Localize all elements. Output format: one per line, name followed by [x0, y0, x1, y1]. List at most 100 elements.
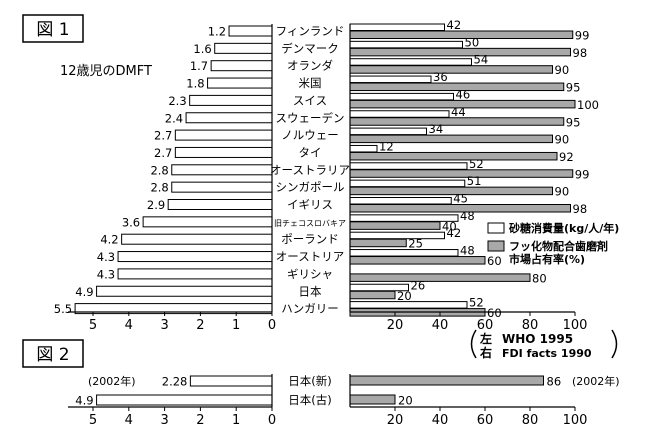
category-label-7: タイ: [299, 145, 322, 159]
dmft-label-9: 2.8: [150, 181, 168, 195]
dmft-bar-9: [171, 181, 273, 193]
chart2-right-tick-label-4: 100: [563, 413, 588, 428]
sugar-label-5: 44: [451, 105, 466, 119]
category-label-11: 旧チェコスロバキア: [274, 219, 346, 228]
paste-label-11: 40: [442, 219, 457, 233]
chart2-paste-label-0: 86: [547, 375, 562, 389]
dmft-bar-10: [167, 199, 273, 210]
left-tick-label-1: 4: [125, 318, 133, 333]
dmft-label-7: 2.7: [154, 146, 172, 160]
paste-bar-8: [349, 169, 574, 178]
chart2-paste-label-1: 20: [398, 394, 413, 408]
chart1-axes: 5 4 3 2 1 0 20 40 60 80 100: [68, 24, 587, 333]
sugar-label-0: 42: [447, 18, 462, 32]
chart1-title-box: [22, 14, 84, 43]
chart2-dmft-label-1: 4.9: [75, 394, 93, 408]
paste-bar-5: [349, 117, 565, 126]
left-tick-label-3: 2: [196, 318, 204, 333]
category-label-4: スイス: [293, 93, 327, 107]
dmft-bar-2: [210, 60, 273, 72]
sugar-bar-5: [349, 110, 450, 118]
category-label-1: デンマーク: [281, 41, 339, 55]
paste-bar-9: [349, 186, 553, 196]
paste-bar-1: [349, 47, 571, 57]
source-left-mark: 左: [479, 331, 492, 346]
category-label-2: オランダ: [287, 59, 333, 73]
chart2-paste-bar-0: [349, 375, 544, 386]
chart2-left-year: (2002年): [88, 374, 136, 388]
sugar-label-12: 42: [447, 226, 462, 240]
dmft-bar-0: [228, 25, 273, 37]
chart2-axes: 5 4 3 2 1 0 20 40 60 80 100: [68, 374, 587, 428]
paste-label-7: 92: [559, 150, 574, 164]
dmft-bar-8: [171, 164, 273, 176]
chart2-left-tick-label-1: 4: [125, 413, 133, 428]
chart1-title: 図 1: [36, 20, 69, 40]
chart2-left-tick-label-2: 3: [160, 413, 168, 428]
dmft-label-15: 4.9: [75, 285, 93, 299]
sugar-label-10: 45: [453, 192, 468, 206]
paste-label-14: 80: [532, 271, 547, 285]
chart-figure-2: 図 2 (2002年) 2.28 864.9 20 (2002年) 日本(新)日本(…: [22, 339, 620, 428]
legend-swatch-sugar: [487, 222, 505, 234]
category-label-9: シンガポール: [276, 180, 345, 194]
paste-label-2: 90: [555, 63, 570, 77]
paste-label-6: 90: [555, 133, 570, 147]
dmft-bar-5: [185, 112, 273, 124]
chart2-dmft-bar-0: [189, 375, 273, 387]
source-right-text: FDI facts 1990: [502, 347, 592, 360]
sugar-label-8: 52: [469, 157, 484, 171]
chart2-left-tick-label-3: 2: [196, 413, 204, 428]
dmft-bar-7: [174, 146, 273, 158]
paste-bar-7: [349, 151, 558, 161]
dmft-bar-11: [142, 216, 273, 228]
dmft-label-0: 1.2: [208, 25, 226, 39]
sugar-bar-4: [349, 92, 454, 101]
sugar-label-11: 48: [460, 209, 475, 223]
sugar-bar-7: [349, 144, 378, 153]
dmft-label-4: 2.3: [168, 94, 186, 108]
paste-label-9: 90: [555, 185, 570, 199]
paste-label-8: 99: [575, 167, 590, 181]
paste-bar-0: [349, 30, 574, 39]
legend-label-paste: フッ化物配合歯磨剤: [509, 239, 608, 253]
chart2-category-labels: 日本(新) 日本(古): [288, 374, 331, 407]
dmft-label-1: 1.6: [193, 42, 211, 56]
source-left-paren: [470, 329, 477, 359]
paste-label-12: 25: [408, 237, 423, 251]
chart2-left-tick-label-4: 1: [232, 413, 240, 428]
left-tick-label-0: 5: [89, 318, 97, 333]
paste-label-3: 95: [566, 81, 581, 95]
category-label-12: ポーランド: [281, 232, 339, 246]
category-label-10: イギリス: [287, 198, 333, 212]
source-right-paren: [611, 329, 618, 359]
dmft-bar-1: [214, 42, 273, 54]
chart2-right-tick-label-2: 60: [477, 413, 494, 428]
left-tick-label-5: 0: [268, 318, 276, 333]
category-label-6: ノルウェー: [281, 128, 339, 142]
sugar-label-15: 26: [411, 278, 426, 292]
right-tick-label-0: 20: [387, 318, 404, 333]
paste-bar-2: [349, 65, 553, 74]
dmft-bar-4: [189, 94, 273, 106]
paste-label-0: 99: [575, 29, 590, 43]
dmft-bar-13: [117, 251, 273, 263]
chart2-paste-bar-1: [349, 394, 396, 405]
paste-bar-11: [349, 221, 441, 230]
dmft-label-5: 2.4: [165, 111, 183, 125]
chart2-dmft-bar-1: [96, 394, 273, 406]
category-label-3: 米国: [299, 76, 322, 90]
paste-bar-14: [349, 273, 531, 282]
sugar-label-13: 48: [460, 244, 475, 258]
sugar-bar-0: [349, 23, 445, 31]
paste-label-16: 60: [487, 306, 502, 320]
dmft-bar-15: [96, 285, 273, 297]
paste-label-4: 100: [577, 98, 599, 112]
dmft-label-8: 2.8: [150, 163, 168, 177]
dmft-bar-14: [117, 268, 273, 280]
sugar-bar-6: [349, 127, 427, 136]
dmft-label-14: 4.3: [97, 267, 115, 281]
chart2-left-tick-label-0: 5: [89, 413, 97, 428]
sugar-label-7: 12: [379, 139, 394, 153]
